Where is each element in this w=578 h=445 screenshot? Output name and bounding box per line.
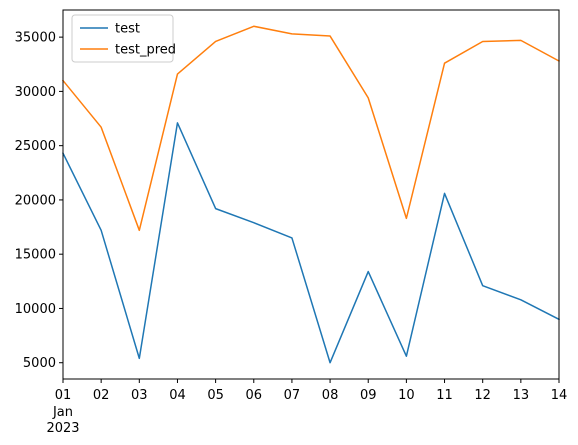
x-tick-label: 05	[207, 388, 224, 403]
x-tick-label: 04	[169, 388, 186, 403]
series-layer	[61, 25, 561, 364]
y-tick-label: 25000	[15, 139, 56, 154]
y-tick-label: 10000	[15, 302, 56, 317]
legend-label-0: test	[115, 22, 140, 37]
y-tick-label: 20000	[15, 193, 56, 208]
legend-box	[71, 14, 174, 63]
x-tick-label: 13	[513, 388, 530, 403]
x-tick-label: 02	[93, 388, 110, 403]
x-tick-label: 03	[131, 388, 148, 403]
plot-frame	[62, 9, 560, 380]
y-tick-label: 30000	[15, 85, 56, 100]
x-tick-label: 07	[284, 388, 301, 403]
x-tick-sublabel: Jan	[52, 405, 73, 420]
x-tick-sublabel: 2023	[46, 421, 79, 436]
x-tick-label: 06	[245, 388, 262, 403]
x-tick-label: 08	[322, 388, 339, 403]
x-tick-label: 01	[55, 388, 72, 403]
y-tick-label: 5000	[23, 356, 56, 371]
legend-label-1: test_pred	[115, 43, 176, 58]
y-axis: 5000 10000 15000 20000 25000 30000 35000	[15, 31, 63, 371]
x-tick-label: 12	[474, 388, 491, 403]
x-tick-label: 10	[398, 388, 415, 403]
series-line-1	[61, 25, 561, 232]
y-tick-label: 15000	[15, 248, 56, 263]
series-line-0	[61, 122, 561, 364]
x-tick-label: 09	[360, 388, 377, 403]
legend: test test_pred	[71, 14, 176, 63]
x-tick-label: 11	[436, 388, 453, 403]
x-tick-label: 14	[551, 388, 568, 403]
y-tick-label: 35000	[15, 31, 56, 46]
